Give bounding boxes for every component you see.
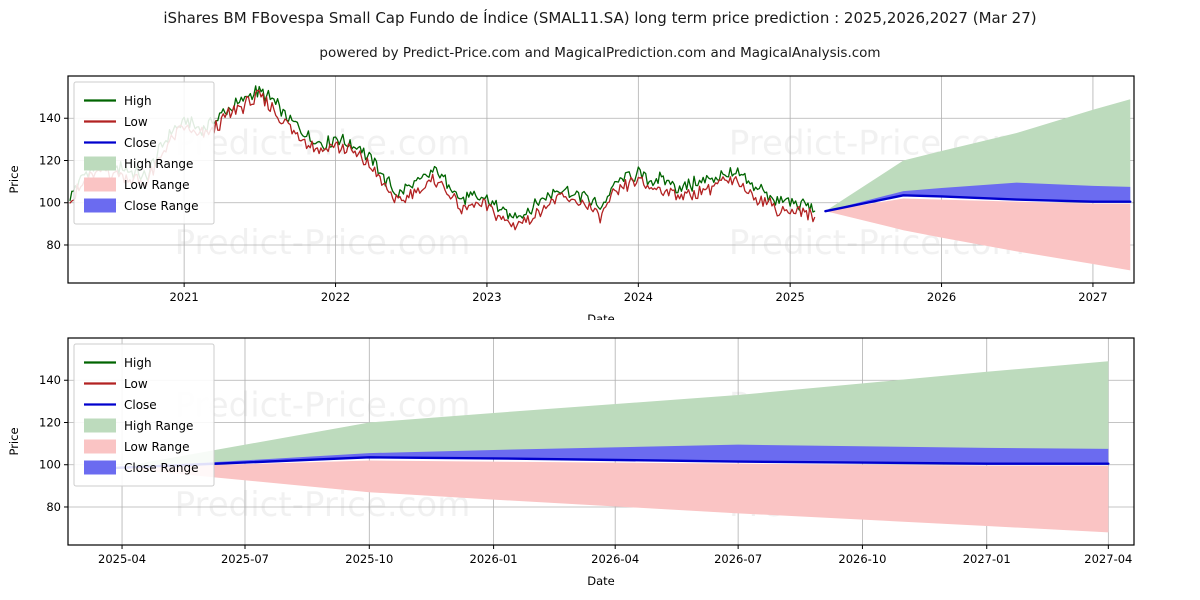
legend-swatch-patch (84, 460, 116, 475)
legend-item-close: Close (84, 136, 157, 150)
legend-item-label: Close Range (124, 199, 199, 213)
x-tick-label: 2023 (472, 290, 501, 304)
band-high-range (115, 361, 1109, 468)
x-tick-label: 2026-01 (470, 552, 518, 566)
x-tick-label: 2026-04 (591, 552, 639, 566)
x-tick-label: 2027-04 (1084, 552, 1132, 566)
x-tick-label: 2026 (927, 290, 956, 304)
watermark: Predict-Price.com (175, 223, 471, 263)
x-tick-label: 2021 (169, 290, 198, 304)
y-tick-label: 120 (39, 415, 61, 429)
legend-item-label: Close (124, 136, 157, 150)
chart-legend: High Low Close High Range Low Range Close Ran… (73, 81, 215, 225)
legend-item-close-range: Close Range (84, 460, 199, 475)
series-line-close-forecast (824, 194, 1132, 213)
y-axis-label: Price (7, 165, 21, 193)
legend-item-low: Low (84, 115, 148, 129)
y-tick-label: 80 (46, 238, 61, 252)
forecast-detail-chart-svg: Predict-Price.comPredict-Price.comPredic… (7, 337, 1135, 588)
y-tick-label: 100 (39, 196, 61, 210)
legend-item-label: Low Range (124, 440, 189, 454)
legend-item-high: High (84, 94, 152, 108)
plot-frame (67, 337, 1135, 546)
x-tick-label: 2022 (321, 290, 350, 304)
legend-item-label: High Range (124, 419, 193, 433)
x-axis-label: Date (587, 312, 615, 320)
y-tick-label: 100 (39, 458, 61, 472)
legend-item-high-range: High Range (84, 156, 193, 171)
legend-item-label: High (124, 356, 152, 370)
legend-swatch-patch (84, 177, 116, 192)
legend-item-label: High Range (124, 157, 193, 171)
legend-item-high-range: High Range (84, 418, 193, 433)
x-tick-label: 2026-10 (838, 552, 886, 566)
legend-item-label: Low Range (124, 178, 189, 192)
legend-item-high: High (84, 356, 152, 370)
legend-item-label: High (124, 94, 152, 108)
legend-item-low-range: Low Range (84, 439, 189, 454)
legend-item-label: Low (124, 377, 148, 391)
legend-swatch-patch (84, 439, 116, 454)
x-axis-label: Date (587, 574, 615, 588)
overview-chart-panel: Predict-Price.com Predict-Price.com Predic… (0, 68, 1200, 320)
band-low-range (825, 198, 1131, 271)
overview-chart-svg: Predict-Price.com Predict-Price.comPredic… (7, 75, 1135, 320)
forecast-detail-chart-panel: Predict-Price.comPredict-Price.comPredic… (0, 330, 1200, 598)
legend-swatch-patch (84, 198, 116, 213)
y-tick-label: 80 (46, 500, 61, 514)
watermark: Predict-Price.com (175, 124, 471, 164)
legend-item-low-range: Low Range (84, 177, 189, 192)
legend-item-label: Close (124, 398, 157, 412)
legend-item-label: Close Range (124, 461, 199, 475)
y-tick-label: 140 (39, 111, 61, 125)
x-tick-label: 2024 (624, 290, 653, 304)
band-high-range (825, 99, 1131, 212)
legend-item-close: Close (84, 398, 157, 412)
x-tick-label: 2027 (1078, 290, 1107, 304)
legend-item-low: Low (84, 377, 148, 391)
legend-swatch-patch (84, 418, 116, 433)
y-tick-label: 120 (39, 153, 61, 167)
page-title: iShares BM FBovespa Small Cap Fundo de Í… (163, 9, 1037, 27)
legend-swatch-patch (84, 156, 116, 171)
series-line-close-forecast (114, 456, 1110, 470)
x-tick-label: 2025-04 (98, 552, 146, 566)
legend-item-label: Low (124, 115, 148, 129)
x-tick-label: 2025 (776, 290, 805, 304)
page-subtitle: powered by Predict-Price.com and Magical… (319, 45, 881, 61)
x-tick-label: 2026-07 (714, 552, 762, 566)
plot-frame (67, 75, 1135, 284)
x-tick-label: 2025-07 (221, 552, 269, 566)
legend-item-close-range: Close Range (84, 198, 199, 213)
chart-legend: High Low Close High Range Low Range Close Ran… (73, 343, 215, 487)
y-tick-label: 140 (39, 373, 61, 387)
x-tick-label: 2025-10 (345, 552, 393, 566)
band-low-range (115, 460, 1109, 533)
y-axis-label: Price (7, 427, 21, 455)
x-tick-label: 2027-01 (963, 552, 1011, 566)
